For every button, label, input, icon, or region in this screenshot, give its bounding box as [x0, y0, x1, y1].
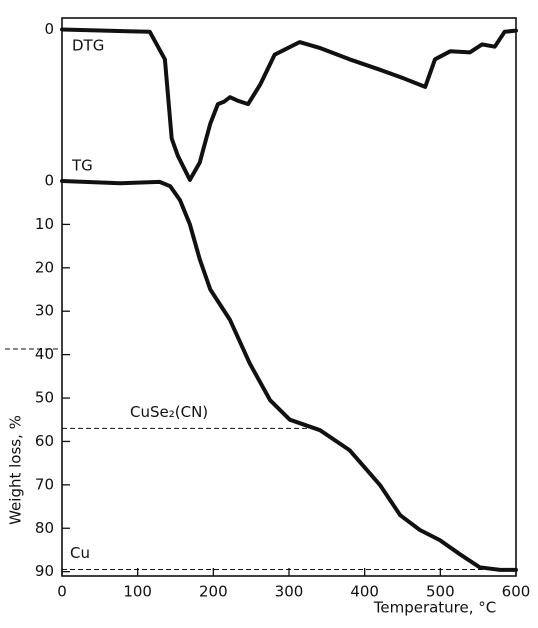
- series-label: TG: [71, 157, 93, 175]
- series-line: [60, 179, 518, 572]
- x-tick-label: 600: [502, 583, 531, 601]
- series-line: [60, 27, 518, 182]
- annotation-label: Cu: [70, 544, 90, 562]
- x-tick-label: 400: [350, 583, 379, 601]
- y2-tick-label: 0: [44, 20, 54, 38]
- y-tick-label: 60: [35, 432, 54, 450]
- x-tick-label: 500: [426, 583, 455, 601]
- x-axis-label: Temperature, °C: [373, 599, 497, 617]
- series-label: DTG: [72, 37, 104, 55]
- y-tick-label: 50: [35, 389, 54, 407]
- x-tick-label: 200: [199, 583, 228, 601]
- y-tick-label: 30: [35, 302, 54, 320]
- y-tick-label: 20: [35, 258, 54, 276]
- y-tick-label: 0: [44, 172, 54, 190]
- x-tick-label: 0: [57, 583, 67, 601]
- y-tick-label: 40: [35, 345, 54, 363]
- y-tick-label: 90: [35, 562, 54, 580]
- x-tick-label: 100: [123, 583, 152, 601]
- annotation-label: CuSe₂(CN): [130, 403, 208, 421]
- plot-frame: [61, 17, 517, 577]
- y-tick-label: 70: [35, 475, 54, 493]
- y-tick-label: 80: [35, 519, 54, 537]
- y-axis-label: Weight loss, %: [7, 415, 25, 525]
- x-tick-label: 300: [275, 583, 304, 601]
- y-tick-label: 10: [35, 215, 54, 233]
